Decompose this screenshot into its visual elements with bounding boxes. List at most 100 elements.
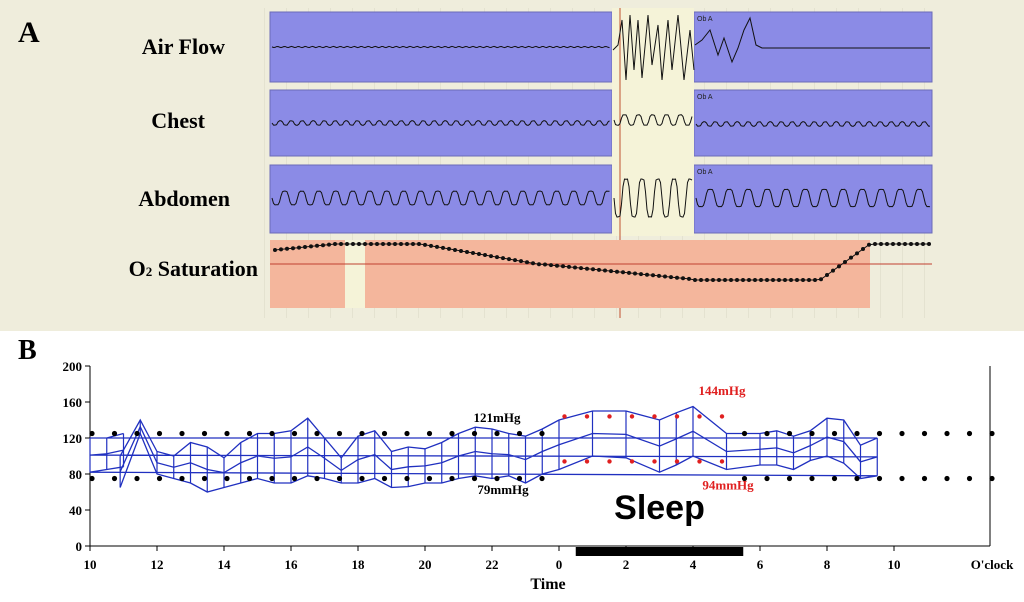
- sleep-threshold-dot: [719, 414, 725, 419]
- channel-box-right: [693, 164, 933, 234]
- y-tick-label: 120: [63, 431, 83, 446]
- panel-b-label: B: [18, 335, 37, 366]
- threshold-dot: [471, 475, 478, 482]
- x-tick-label: 8: [824, 557, 831, 572]
- saturation-point: [357, 242, 361, 246]
- y-tick-label: 80: [69, 467, 82, 482]
- threshold-dot: [741, 430, 748, 437]
- saturation-point: [543, 262, 547, 267]
- saturation-point: [771, 278, 775, 282]
- saturation-point: [765, 278, 769, 282]
- saturation-point: [453, 247, 457, 252]
- saturation-point: [525, 260, 529, 265]
- x-tick-label: 10: [84, 557, 97, 572]
- saturation-point: [747, 278, 751, 282]
- sleep-threshold-dot: [584, 414, 590, 419]
- airflow-event-trace: [612, 14, 695, 81]
- saturation-point: [321, 243, 325, 248]
- saturation-point: [519, 259, 523, 264]
- threshold-dot: [944, 430, 950, 437]
- saturation-point: [417, 242, 421, 246]
- x-unit-label: O'clock: [971, 557, 1014, 572]
- saturation-point: [633, 271, 637, 276]
- abdomen-event-trace: [613, 178, 693, 218]
- saturation-point: [927, 242, 931, 246]
- sleep-period-bar: [575, 547, 744, 556]
- threshold-dot: [921, 430, 928, 437]
- sleep-diastolic-annotation: 94mmHg: [702, 477, 754, 492]
- saturation-point: [753, 278, 757, 282]
- saturation-point: [405, 242, 409, 246]
- saturation-point: [513, 258, 517, 263]
- saturation-point: [387, 242, 391, 246]
- threshold-dot: [224, 475, 230, 482]
- sleep-threshold-dot: [562, 414, 567, 419]
- saturation-point: [447, 246, 451, 251]
- threshold-dot: [966, 475, 973, 482]
- y-tick-label: 200: [63, 359, 83, 374]
- saturation-point: [759, 278, 763, 282]
- saturation-point: [369, 242, 373, 246]
- threshold-dot: [314, 475, 320, 482]
- x-tick-label: 18: [352, 557, 366, 572]
- panel-a-label: A: [18, 16, 40, 49]
- saturation-point: [741, 278, 745, 282]
- saturation-point: [303, 245, 307, 249]
- saturation-point: [363, 242, 367, 246]
- saturation-point: [483, 253, 487, 258]
- x-tick-label: 4: [690, 557, 697, 572]
- threshold-dot: [381, 475, 388, 482]
- saturation-point: [351, 242, 355, 246]
- saturation-point: [795, 278, 799, 282]
- threshold-dot: [809, 430, 815, 437]
- sleep-threshold-dot: [652, 459, 657, 464]
- saturation-point: [729, 278, 733, 282]
- event-tag: Ob A: [697, 94, 713, 101]
- saturation-point: [441, 245, 445, 250]
- threshold-dot: [111, 430, 118, 437]
- threshold-dot: [336, 430, 343, 437]
- systolic-line: [90, 405, 878, 459]
- saturation-point: [873, 242, 877, 246]
- threshold-dot: [291, 475, 298, 482]
- saturation-point: [879, 242, 883, 246]
- saturation-point: [723, 278, 727, 282]
- channel-box-right: [693, 11, 933, 83]
- threshold-dot: [989, 475, 995, 482]
- threshold-dot: [876, 430, 883, 437]
- saturation-point: [717, 278, 721, 282]
- saturation-point: [903, 242, 907, 246]
- chest-event-trace: [613, 114, 693, 126]
- sleep-threshold-dot: [674, 459, 680, 464]
- threshold-dot: [269, 475, 275, 482]
- threshold-dot: [516, 475, 523, 482]
- threshold-dot: [111, 475, 118, 482]
- threshold-dot: [854, 475, 860, 482]
- saturation-point: [579, 266, 583, 271]
- saturation-point: [573, 265, 577, 270]
- threshold-dot: [269, 430, 275, 437]
- x-tick-label: 20: [419, 557, 432, 572]
- threshold-dot: [246, 475, 253, 482]
- saturation-point: [537, 262, 541, 267]
- event-tag: Ob A: [697, 169, 713, 176]
- saturation-point: [843, 260, 847, 264]
- saturation-point: [567, 264, 571, 269]
- x-axis-title: Time: [530, 576, 565, 593]
- saturation-point: [813, 278, 817, 282]
- threshold-dot: [449, 475, 455, 482]
- saturation-point: [423, 242, 427, 247]
- x-tick-label: 0: [556, 557, 563, 572]
- saturation-point: [681, 276, 685, 281]
- saturation-point: [609, 269, 613, 274]
- saturation-point: [699, 278, 703, 282]
- threshold-dot: [404, 430, 410, 437]
- threshold-dot: [471, 430, 478, 437]
- saturation-point: [687, 276, 691, 281]
- threshold-dot: [156, 430, 163, 437]
- saturation-point: [627, 270, 631, 275]
- sleep-threshold-dot: [697, 459, 702, 464]
- y-tick-label: 40: [69, 503, 82, 518]
- saturation-point: [507, 257, 511, 262]
- sleep-threshold-dot: [719, 459, 725, 464]
